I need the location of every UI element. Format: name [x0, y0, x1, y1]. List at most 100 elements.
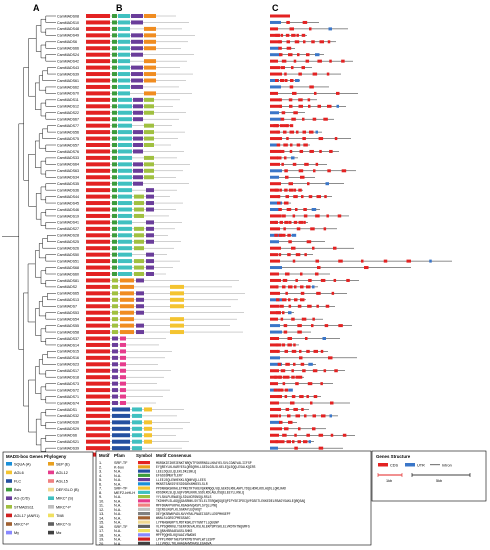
exon-block: [270, 356, 280, 360]
exon-block: [292, 440, 295, 444]
motif-block: [132, 426, 142, 431]
exon-block: [292, 214, 296, 218]
motif-block: [120, 368, 126, 373]
motif-symbol: [138, 478, 150, 482]
motif-block: [131, 72, 143, 77]
exon-block: [295, 253, 301, 257]
gene-label: CamMADS08: [57, 14, 79, 18]
motif-block: [120, 278, 134, 283]
exon-block: [270, 169, 282, 173]
exon-block: [300, 298, 305, 302]
motif-block: [118, 14, 130, 18]
exon-block: [286, 124, 289, 128]
motif-block: [118, 252, 132, 257]
motif-block: [133, 162, 143, 167]
motif-block: [133, 136, 143, 141]
exon-block: [315, 162, 319, 166]
exon-block: [286, 20, 290, 24]
motif-block: [134, 213, 144, 218]
motif-block: [112, 439, 130, 444]
exon-block: [283, 124, 288, 128]
motif-block: [86, 14, 110, 18]
motif-number: 8.: [99, 491, 102, 495]
motif-pfam: N.A.: [114, 504, 121, 508]
motif-consensus: VLPPSQRRKGLTSENFDEVALRSLNLEKPSMYSKLELVRD…: [156, 525, 250, 529]
exon-block: [273, 124, 278, 128]
motif-consensus: LLEEJEQLENHEKKLSQNKVQLLEES: [156, 478, 206, 482]
motif-number: 14.: [99, 516, 104, 520]
motif-block: [112, 201, 117, 206]
exon-block: [284, 220, 289, 224]
exon-block: [316, 291, 321, 295]
exon-block: [291, 233, 297, 237]
motif-block: [120, 317, 134, 322]
exon-block: [270, 85, 281, 89]
exon-block: [270, 433, 279, 437]
motif-symbol: [138, 486, 150, 490]
exon-block: [284, 188, 288, 192]
motif-block: [133, 143, 143, 147]
motif-block: [112, 355, 118, 360]
legend-swatch: [48, 496, 54, 500]
exon-block: [336, 91, 340, 95]
exon-block: [270, 220, 278, 224]
exon-block: [307, 382, 313, 386]
exon-block: [288, 285, 293, 289]
motif-block: [86, 304, 110, 309]
exon-block: [270, 253, 278, 257]
gene-label: CamMADS36: [57, 188, 79, 192]
motif-consensus: NLQRAHSRAAEAGSLSHKS: [156, 529, 192, 533]
motif-block: [136, 278, 144, 283]
exon-block: [301, 195, 304, 199]
motif-block: [131, 14, 143, 18]
motif-block: [112, 26, 117, 31]
motif-pfam: SRF-TF: [114, 461, 128, 465]
legend-swatch: [6, 487, 12, 492]
motif-number: 9.: [99, 495, 102, 499]
scale-label-5kb: 5kb: [436, 479, 442, 483]
exon-block: [291, 375, 295, 379]
motif-block: [120, 297, 134, 302]
exon-block: [342, 433, 347, 437]
exon-block: [290, 79, 294, 82]
exon-block: [278, 375, 282, 379]
exon-block: [406, 259, 411, 263]
motif-block: [146, 188, 154, 193]
motif-block: [131, 33, 143, 38]
exon-block: [270, 27, 278, 31]
motif-block: [86, 46, 110, 51]
motif-block: [120, 349, 126, 354]
motif-number: 3.: [99, 470, 102, 474]
motif-block: [86, 130, 110, 135]
exon-block: [270, 246, 281, 250]
exon-block: [293, 111, 298, 115]
motif-block: [170, 323, 184, 328]
gene-label: CamMADS39: [57, 72, 79, 76]
motif-block: [118, 175, 132, 180]
motif-block: [118, 213, 132, 218]
motif-block: [86, 278, 110, 283]
exon-block: [291, 117, 296, 121]
motif-pfam: N.A.: [114, 538, 121, 542]
exon-block: [292, 259, 296, 263]
exon-block: [270, 278, 281, 282]
motif-pfam: MEF2-bHLH: [114, 491, 135, 495]
cds-swatch: [378, 463, 388, 467]
motif-block: [134, 239, 144, 244]
gene-label: CamMADS27: [57, 227, 79, 231]
gene-label: CamMADS56: [57, 130, 79, 134]
exon-block: [270, 382, 278, 386]
exon-block: [312, 427, 316, 431]
exon-block: [270, 91, 278, 95]
exon-block: [289, 130, 294, 134]
motif-block: [86, 168, 110, 173]
motif-block: [112, 362, 118, 367]
exon-block: [282, 278, 288, 282]
motif-panel: [86, 14, 245, 457]
motif-block: [118, 97, 132, 102]
exon-block: [286, 46, 292, 50]
motif-block: [133, 175, 143, 180]
legend-swatch: [48, 513, 54, 518]
motif-block: [86, 265, 110, 270]
exon-block: [290, 401, 295, 405]
